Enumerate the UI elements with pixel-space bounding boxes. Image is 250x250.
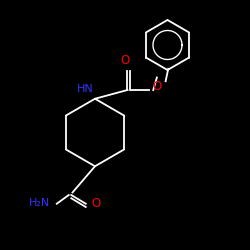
- Text: O: O: [120, 54, 130, 68]
- Text: O: O: [152, 80, 162, 93]
- Text: O: O: [92, 197, 101, 210]
- Text: H₂N: H₂N: [29, 198, 50, 208]
- Text: HN: HN: [77, 84, 94, 94]
